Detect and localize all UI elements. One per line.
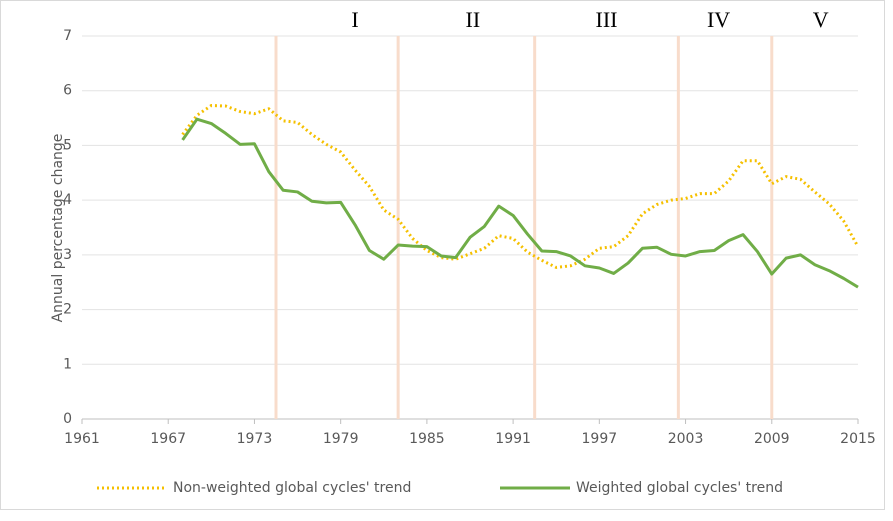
legend-label: Weighted global cycles' trend	[576, 480, 783, 496]
cycle-label: V	[813, 7, 829, 32]
y-axis-title: Annual percentage change	[50, 134, 66, 323]
x-tick-label: 1973	[237, 431, 273, 447]
cycle-label: II	[466, 7, 481, 32]
x-tick-label: 1979	[323, 431, 359, 447]
y-tick-label: 3	[63, 247, 72, 263]
x-tick-label: 1997	[582, 431, 618, 447]
legend-label: Non-weighted global cycles' trend	[173, 480, 411, 496]
x-tick-label: 2003	[668, 431, 704, 447]
y-tick-label: 4	[63, 192, 72, 208]
y-tick-label: 0	[63, 411, 72, 427]
x-tick-label: 2009	[754, 431, 790, 447]
y-tick-label: 1	[63, 356, 72, 372]
y-tick-label: 7	[63, 28, 72, 44]
x-tick-label: 1991	[495, 431, 531, 447]
y-tick-label: 2	[63, 302, 72, 318]
series-line	[181, 117, 859, 289]
cycle-label: I	[351, 7, 358, 32]
x-tick-label: 2015	[840, 431, 876, 447]
y-tick-label: 6	[63, 83, 72, 99]
y-tick-label: 5	[63, 137, 72, 153]
series-line	[181, 103, 860, 269]
x-tick-label: 1961	[64, 431, 100, 447]
cycle-label: IV	[707, 7, 730, 32]
x-tick-label: 1967	[150, 431, 186, 447]
cycle-label: III	[596, 7, 618, 32]
x-tick-label: 1985	[409, 431, 445, 447]
